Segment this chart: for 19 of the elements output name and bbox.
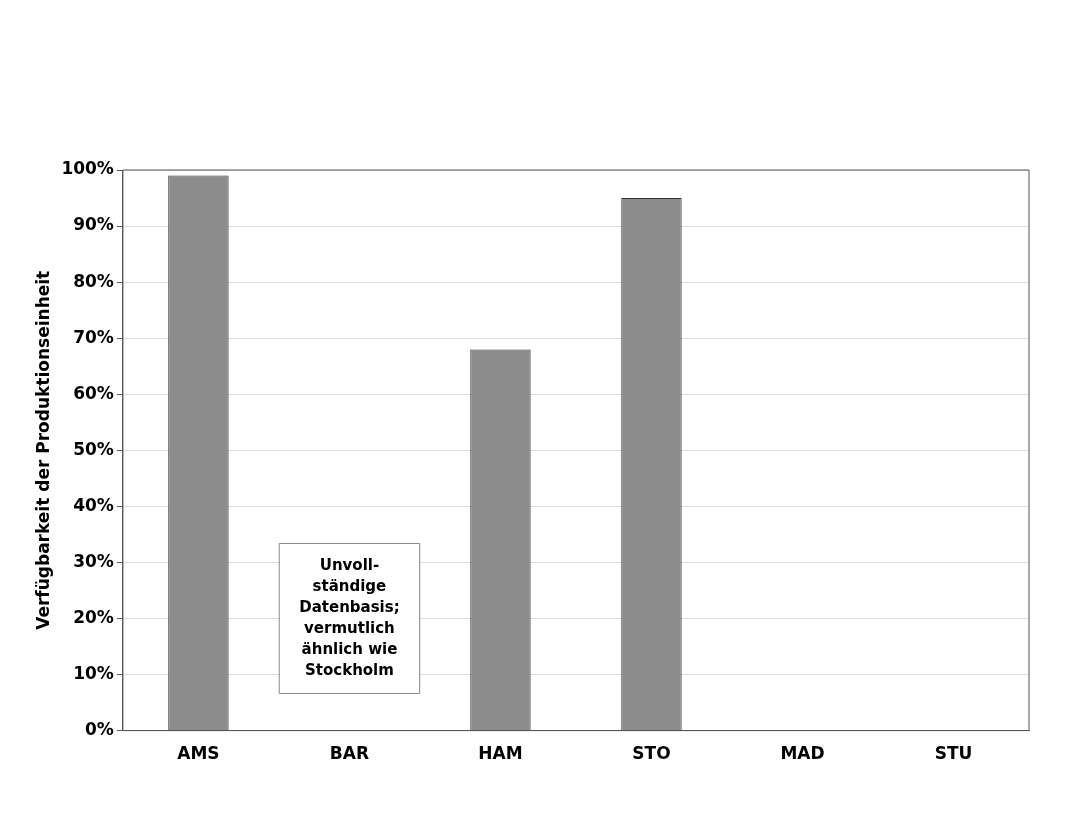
x-tick-label: MAD bbox=[780, 743, 825, 764]
y-tick-label: 70% bbox=[73, 326, 114, 347]
y-tick-label: 20% bbox=[73, 606, 114, 627]
x-tick-label: BAR bbox=[329, 743, 370, 764]
y-tick-label: 60% bbox=[73, 382, 114, 403]
annotation: Unvoll- ständige Datenbasis; vermutlich ähnlich wie Stockholm bbox=[299, 555, 400, 679]
y-tick-label: 30% bbox=[73, 550, 114, 571]
y-tick-label: 50% bbox=[73, 438, 114, 459]
x-tick-label: STU bbox=[934, 743, 973, 764]
x-tick-label: STO bbox=[632, 743, 671, 764]
y-tick-label: 40% bbox=[73, 494, 114, 515]
y-tick-label: 10% bbox=[73, 662, 114, 683]
y-tick-label: 100% bbox=[61, 158, 114, 179]
y-tick-label: 80% bbox=[73, 270, 114, 291]
x-tick-label: AMS bbox=[177, 743, 220, 764]
y-tick-label: 0% bbox=[85, 719, 114, 740]
y-axis-title: Verfügbarkeit der Produktionseinheit bbox=[32, 270, 53, 630]
x-tick-label: HAM bbox=[478, 743, 523, 764]
y-tick-label: 90% bbox=[73, 214, 114, 235]
